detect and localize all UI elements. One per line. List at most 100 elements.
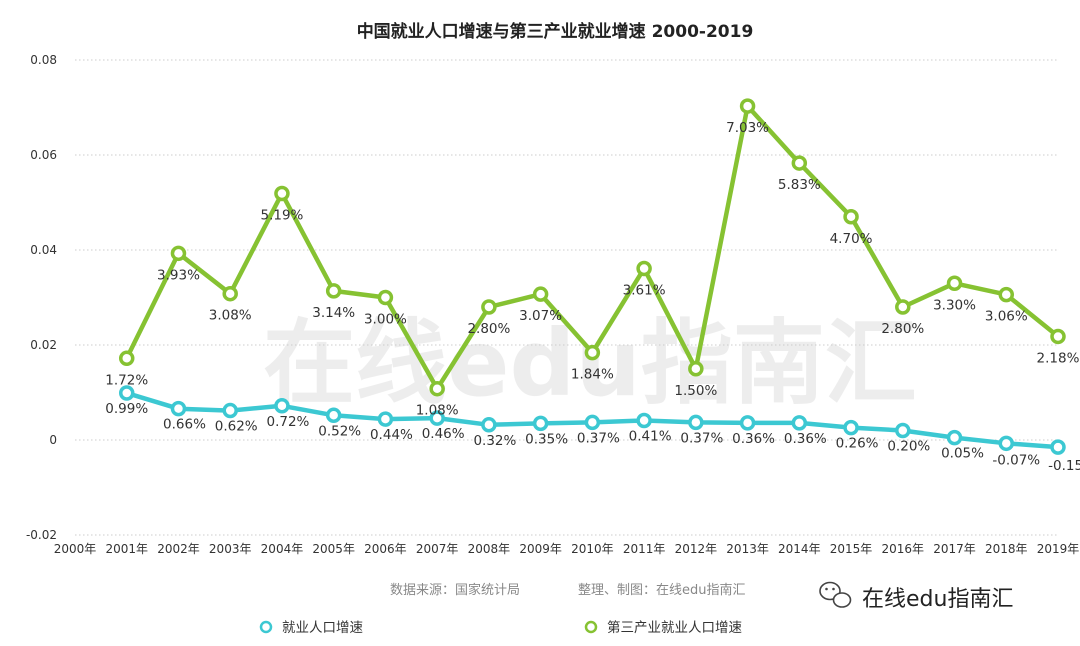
- y-tick-label: 0.02: [30, 338, 57, 352]
- data-point: [636, 260, 652, 277]
- data-point: [429, 380, 445, 397]
- data-label: 3.14%: [312, 305, 355, 321]
- y-axis-ticks: -0.02 0 0.02 0.04 0.06 0.08: [26, 53, 57, 542]
- data-point: [532, 415, 549, 432]
- data-label: 0.44%: [370, 427, 413, 443]
- data-labels: 0.99% 0.66% 0.62% 0.72% 0.52% 0.44% 0.46% 0.32%…: [105, 120, 1080, 474]
- data-label: -0.15%: [1048, 458, 1080, 474]
- data-point: [998, 435, 1015, 452]
- y-tick-label: -0.02: [26, 528, 57, 542]
- data-label: 0.37%: [680, 430, 723, 446]
- x-tick-label: 2001年: [105, 542, 148, 556]
- y-tick-label: 0.04: [30, 243, 57, 257]
- data-point: [274, 185, 290, 202]
- x-tick-label: 2013年: [726, 542, 769, 556]
- data-point: [584, 344, 601, 361]
- gridlines: [75, 59, 1058, 536]
- data-point: [946, 275, 963, 291]
- x-tick-label: 2005年: [312, 542, 355, 556]
- data-label: 1.08%: [416, 403, 459, 419]
- data-label: 1.72%: [105, 372, 148, 388]
- data-label: 1.84%: [571, 367, 614, 383]
- y-tick-label: 0: [49, 433, 57, 447]
- data-label: 0.41%: [629, 429, 672, 445]
- series-points: [118, 98, 1066, 455]
- y-tick-label: 0.08: [30, 53, 57, 67]
- legend-item-tertiary: 第三产业就业人口增速: [584, 619, 742, 636]
- legend-label-tertiary: 第三产业就业人口增速: [607, 619, 742, 636]
- data-point: [481, 417, 497, 433]
- data-point: [739, 98, 756, 114]
- data-point: [843, 209, 859, 225]
- data-label: 0.66%: [163, 417, 206, 433]
- data-label: 4.70%: [830, 231, 873, 247]
- wechat-icon: [819, 581, 852, 608]
- legend: 就业人口增速 第三产业就业人口增速: [259, 619, 742, 636]
- data-label: 3.93%: [157, 267, 200, 283]
- data-point: [998, 286, 1015, 303]
- data-point: [222, 402, 238, 419]
- x-axis-ticks: 2000年 2001年 2002年 2003年 2004年 2005年 2006年 2007年…: [54, 542, 1080, 556]
- x-tick-label: 2017年: [933, 542, 976, 556]
- data-label: 0.46%: [422, 426, 465, 442]
- data-label: 0.32%: [473, 433, 516, 449]
- data-label: 0.36%: [732, 431, 775, 447]
- data-point: [377, 411, 394, 427]
- data-label: 2.80%: [467, 321, 510, 337]
- data-point: [739, 415, 756, 431]
- data-point: [170, 400, 187, 417]
- brand-text: 在线edu指南汇: [862, 587, 1013, 612]
- data-point: [946, 429, 963, 446]
- source-text: 数据来源：国家统计局: [390, 582, 520, 598]
- data-point: [222, 285, 238, 302]
- legend-marker-employment: [259, 620, 273, 634]
- data-point: [584, 414, 601, 431]
- data-label: 0.72%: [267, 414, 310, 430]
- x-tick-label: 2015年: [830, 542, 873, 556]
- data-label: 0.35%: [525, 431, 568, 447]
- data-point: [895, 299, 911, 315]
- x-tick-label: 2009年: [519, 542, 562, 556]
- x-tick-label: 2006年: [364, 542, 407, 556]
- data-point: [636, 412, 652, 429]
- x-tick-label: 2018年: [985, 542, 1028, 556]
- data-point: [118, 385, 135, 401]
- x-tick-label: 2011年: [623, 542, 666, 556]
- data-label: 3.30%: [933, 297, 976, 313]
- data-label: 0.52%: [318, 423, 361, 439]
- legend-item-employment: 就业人口增速: [259, 620, 363, 636]
- data-label: 0.36%: [784, 431, 827, 447]
- data-point: [843, 419, 859, 436]
- x-tick-label: 2012年: [675, 542, 718, 556]
- data-point: [532, 286, 549, 302]
- x-tick-label: 2019年: [1037, 542, 1080, 556]
- data-point: [170, 245, 187, 262]
- data-point: [1050, 439, 1066, 455]
- x-tick-label: 2002年: [157, 542, 200, 556]
- data-point: [118, 350, 135, 367]
- data-label: 7.03%: [726, 120, 769, 136]
- data-label: 3.07%: [519, 308, 562, 324]
- data-point: [325, 283, 342, 299]
- data-label: 3.08%: [209, 308, 252, 324]
- data-point: [688, 361, 704, 377]
- data-label: 0.99%: [105, 401, 148, 417]
- data-point: [274, 398, 290, 414]
- data-point: [377, 289, 394, 306]
- data-point: [688, 414, 704, 431]
- data-label: 3.06%: [985, 309, 1028, 325]
- data-label: 0.05%: [941, 446, 984, 462]
- data-point: [481, 299, 497, 315]
- data-label: 0.26%: [836, 436, 879, 452]
- y-tick-label: 0.06: [30, 148, 57, 162]
- chart-title: 中国就业人口增速与第三产业就业增速 2000-2019: [357, 21, 754, 42]
- legend-marker-tertiary: [584, 620, 598, 634]
- data-point: [791, 415, 808, 431]
- data-label: 3.61%: [623, 283, 666, 299]
- data-point: [895, 422, 911, 439]
- data-point: [791, 155, 808, 171]
- x-tick-label: 2000年: [54, 542, 97, 556]
- data-label: 1.50%: [674, 383, 717, 399]
- x-tick-label: 2008年: [468, 542, 511, 556]
